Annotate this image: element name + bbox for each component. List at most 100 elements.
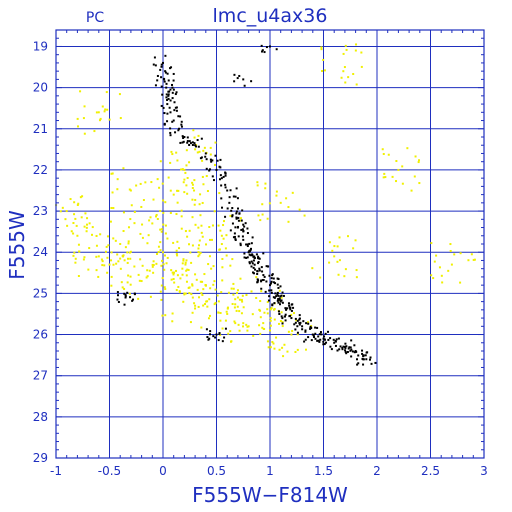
yellow-point (184, 171, 187, 174)
black-point (304, 330, 307, 333)
yellow-point (197, 247, 200, 250)
black-point (265, 265, 268, 268)
black-point (219, 158, 222, 161)
yellow-point (342, 70, 345, 73)
yellow-point (183, 292, 186, 295)
y-tick-label: 27 (33, 369, 48, 383)
yellow-point (112, 237, 115, 240)
yellow-point (209, 314, 212, 317)
yellow-point (187, 286, 190, 289)
yellow-point (129, 257, 132, 260)
yellow-point (76, 204, 79, 207)
yellow-point (260, 290, 263, 293)
black-point (282, 294, 285, 297)
black-point (361, 352, 364, 355)
yellow-point (151, 222, 154, 225)
black-point (131, 299, 134, 302)
yellow-point (116, 253, 119, 256)
data-points (55, 43, 476, 366)
black-point (172, 72, 175, 75)
black-point (186, 140, 189, 143)
black-point (256, 272, 259, 275)
yellow-point (200, 224, 203, 227)
camera-label: PC (86, 10, 104, 26)
yellow-point (251, 313, 254, 316)
black-point (167, 79, 170, 82)
yellow-point (138, 279, 141, 282)
black-point (322, 340, 325, 343)
black-point (319, 331, 322, 334)
black-point (350, 355, 353, 358)
black-point (277, 301, 280, 304)
black-point (223, 336, 226, 339)
yellow-point (140, 205, 143, 208)
black-point (276, 283, 279, 286)
yellow-point (108, 263, 111, 266)
yellow-point (175, 269, 178, 272)
black-point (224, 174, 227, 177)
yellow-point (261, 326, 264, 329)
yellow-point (283, 343, 286, 346)
black-point (260, 279, 263, 282)
yellow-point (122, 211, 125, 214)
yellow-point (221, 327, 224, 330)
yellow-point (311, 267, 314, 270)
black-point (172, 88, 175, 91)
black-point (277, 286, 280, 289)
black-point (242, 78, 245, 81)
yellow-point (159, 228, 162, 231)
black-point (233, 73, 236, 76)
black-point (221, 340, 224, 343)
black-point (168, 106, 171, 109)
black-point (163, 77, 166, 80)
black-point (173, 109, 176, 112)
black-point (271, 304, 274, 307)
yellow-point (123, 259, 126, 262)
yellow-point (181, 168, 184, 171)
x-tick-label: 2 (373, 464, 381, 478)
black-point (235, 216, 238, 219)
yellow-point (76, 234, 79, 237)
black-point (344, 349, 347, 352)
yellow-point (172, 277, 175, 280)
black-point (351, 350, 354, 353)
yellow-point (191, 311, 194, 314)
yellow-point (338, 259, 341, 262)
yellow-point (401, 182, 404, 185)
black-point (171, 97, 174, 100)
yellow-point (259, 332, 262, 335)
y-tick-label: 19 (33, 39, 48, 53)
yellow-point (224, 247, 227, 250)
black-point (304, 329, 307, 332)
yellow-point (438, 266, 441, 269)
yellow-point (279, 319, 282, 322)
yellow-point (273, 307, 276, 310)
yellow-point (176, 240, 179, 243)
yellow-point (142, 199, 145, 202)
yellow-point (269, 319, 272, 322)
black-point (174, 106, 177, 109)
yellow-point (110, 284, 113, 287)
yellow-point (110, 172, 113, 175)
yellow-point (291, 191, 294, 194)
yellow-point (252, 334, 255, 337)
yellow-point (183, 168, 186, 171)
black-point (205, 167, 208, 170)
yellow-point (77, 125, 80, 128)
yellow-point (164, 288, 167, 291)
yellow-point (161, 182, 164, 185)
yellow-point (160, 284, 163, 287)
black-point (243, 84, 246, 87)
yellow-point (169, 189, 172, 192)
black-point (208, 168, 211, 171)
black-point (341, 346, 344, 349)
yellow-point (298, 208, 301, 211)
black-point (163, 112, 166, 115)
black-point (171, 120, 174, 123)
black-point (196, 139, 199, 142)
black-point (275, 48, 278, 51)
yellow-point (139, 258, 142, 261)
black-point (347, 347, 350, 350)
yellow-point (222, 220, 225, 223)
black-point (329, 337, 332, 340)
